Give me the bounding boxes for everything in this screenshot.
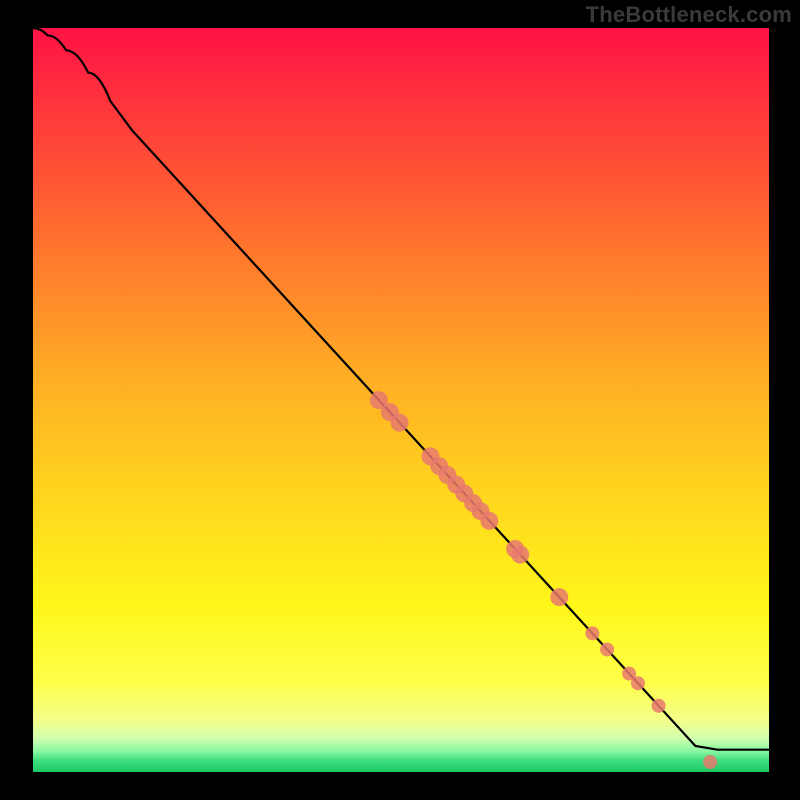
chart-container: TheBottleneck.com	[0, 0, 800, 800]
chart-svg	[0, 0, 800, 800]
data-point	[391, 414, 409, 432]
data-point	[631, 676, 645, 690]
data-point	[550, 588, 568, 606]
watermark-text: TheBottleneck.com	[586, 2, 792, 28]
data-point	[703, 755, 717, 769]
gradient-plot-area	[33, 28, 769, 772]
data-point	[585, 626, 599, 640]
data-point	[480, 512, 498, 530]
data-point	[600, 642, 614, 656]
data-point	[511, 546, 529, 564]
data-point	[652, 699, 666, 713]
